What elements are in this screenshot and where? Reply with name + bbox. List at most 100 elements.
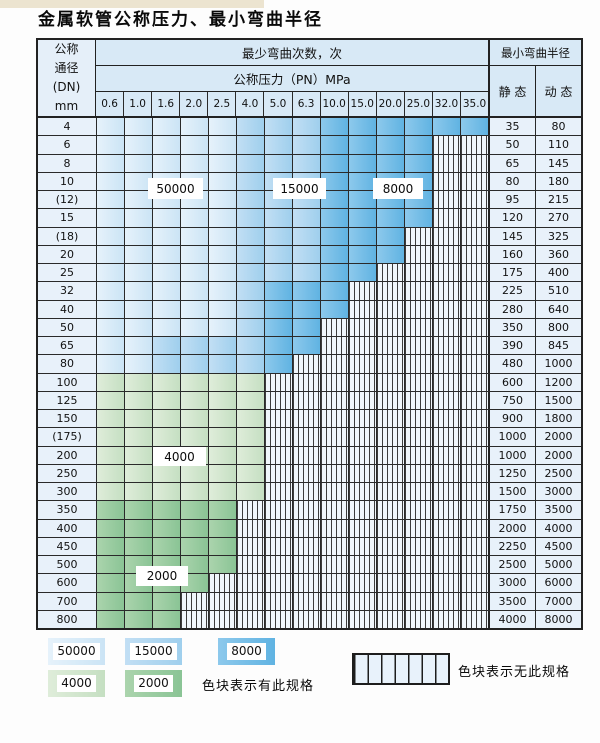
dn-cell: 250 xyxy=(38,464,96,482)
no-spec-hatch-cell xyxy=(292,610,320,628)
cycle-cell-15000 xyxy=(152,355,180,373)
cycle-cell-15000 xyxy=(292,264,320,282)
legend-swatch-label: 50000 xyxy=(53,643,100,660)
no-spec-hatch-cell xyxy=(404,373,432,391)
cycle-cell-50000 xyxy=(124,264,152,282)
dn-cell: 6 xyxy=(38,136,96,154)
dn-header-cell: 公称 通径 (DN) mm xyxy=(38,40,96,116)
static-radius-cell: 390 xyxy=(488,337,535,355)
dn-cell: 100 xyxy=(38,373,96,391)
no-spec-hatch-cell xyxy=(376,537,404,555)
no-spec-hatch-cell xyxy=(460,464,488,482)
static-radius-cell: 95 xyxy=(488,191,535,209)
table-row: 250 1250 2500 xyxy=(38,463,581,482)
cycle-cell-50000 xyxy=(152,264,180,282)
cycle-cell-4000 xyxy=(180,428,208,446)
no-spec-hatch-cell xyxy=(292,391,320,409)
cycle-cell-50000 xyxy=(152,136,180,154)
no-spec-hatch-cell xyxy=(404,501,432,519)
cycle-cell-8000 xyxy=(264,282,292,300)
cycle-cell-50000 xyxy=(124,191,152,209)
static-radius-cell: 1000 xyxy=(488,428,535,446)
no-spec-hatch-cell xyxy=(320,610,348,628)
cycle-cell-15000 xyxy=(180,355,208,373)
cycle-cell-15000 xyxy=(236,172,264,190)
dynamic-radius-cell: 845 xyxy=(535,337,581,355)
cycle-cell-50000 xyxy=(208,191,236,209)
static-radius-cell: 3500 xyxy=(488,592,535,610)
no-spec-hatch-cell xyxy=(460,483,488,501)
static-radius-cell: 4000 xyxy=(488,610,535,628)
no-spec-hatch-cell xyxy=(264,501,292,519)
table-row: 700 3500 7000 xyxy=(38,591,581,610)
cycle-cell-8000 xyxy=(376,245,404,263)
cycle-cell-8000 xyxy=(320,227,348,245)
dynamic-radius-cell: 1800 xyxy=(535,410,581,428)
table-row: 800 4000 8000 xyxy=(38,609,581,628)
no-spec-hatch-cell xyxy=(236,501,264,519)
dn-cell: (175) xyxy=(38,428,96,446)
no-spec-hatch-cell xyxy=(236,574,264,592)
region-label-2000: 2000 xyxy=(136,566,188,586)
dynamic-radius-cell: 145 xyxy=(535,154,581,172)
cycle-cell-15000 xyxy=(236,337,264,355)
legend-swatch-label: 8000 xyxy=(227,643,266,660)
cycle-cell-8000 xyxy=(292,300,320,318)
cycle-cell-15000 xyxy=(208,355,236,373)
cycle-cell-2000 xyxy=(180,537,208,555)
cycle-cell-4000 xyxy=(96,428,124,446)
static-radius-cell: 225 xyxy=(488,282,535,300)
no-spec-hatch-cell xyxy=(432,410,460,428)
cycle-cell-8000 xyxy=(404,136,432,154)
dn-cell: (18) xyxy=(38,227,96,245)
cycle-cell-50000 xyxy=(208,172,236,190)
cycle-cell-15000 xyxy=(264,264,292,282)
no-spec-hatch-cell xyxy=(292,537,320,555)
cycle-cell-50000 xyxy=(124,300,152,318)
cycle-cell-50000 xyxy=(208,154,236,172)
table-row: 150 900 1800 xyxy=(38,409,581,428)
cycle-cell-2000 xyxy=(208,537,236,555)
legend-swatch-label: 15000 xyxy=(130,643,177,660)
no-spec-hatch-cell xyxy=(292,574,320,592)
scan-artifact-strip xyxy=(0,0,264,8)
no-spec-hatch-cell xyxy=(460,373,488,391)
table-row: (175) 1000 2000 xyxy=(38,427,581,446)
no-spec-hatch-cell xyxy=(180,592,208,610)
cycle-cell-4000 xyxy=(96,410,124,428)
cycle-cell-50000 xyxy=(152,118,180,136)
no-spec-hatch-cell xyxy=(264,574,292,592)
no-spec-hatch-cell xyxy=(236,610,264,628)
cycle-cell-50000 xyxy=(208,264,236,282)
cycle-cell-15000 xyxy=(292,245,320,263)
no-spec-hatch-cell xyxy=(348,501,376,519)
cycle-cell-4000 xyxy=(236,410,264,428)
static-radius-cell: 1000 xyxy=(488,446,535,464)
no-spec-hatch-cell xyxy=(348,355,376,373)
pressure-value-header: 35.0 xyxy=(460,92,488,116)
no-spec-hatch-cell xyxy=(404,446,432,464)
dynamic-radius-cell: 5000 xyxy=(535,556,581,574)
cycle-cell-8000 xyxy=(320,282,348,300)
static-radius-cell: 35 xyxy=(488,118,535,136)
no-spec-hatch-cell xyxy=(292,556,320,574)
cycle-cell-50000 xyxy=(96,300,124,318)
cycle-cell-15000 xyxy=(236,355,264,373)
no-spec-hatch-cell xyxy=(320,574,348,592)
cycle-cell-4000 xyxy=(180,483,208,501)
no-spec-hatch-cell xyxy=(292,519,320,537)
dn-cell: 8 xyxy=(38,154,96,172)
no-spec-hatch-cell xyxy=(264,464,292,482)
no-spec-hatch-cell xyxy=(348,282,376,300)
no-spec-hatch-cell xyxy=(264,537,292,555)
no-spec-hatch-cell xyxy=(404,537,432,555)
dynamic-radius-cell: 2000 xyxy=(535,446,581,464)
cycle-cell-4000 xyxy=(180,373,208,391)
no-spec-hatch-cell xyxy=(348,464,376,482)
cycle-cell-4000 xyxy=(208,464,236,482)
dn-cell: 450 xyxy=(38,537,96,555)
no-spec-hatch-cell xyxy=(432,592,460,610)
table-row: 350 1750 3500 xyxy=(38,500,581,519)
cycle-cell-15000 xyxy=(292,136,320,154)
no-spec-hatch-cell xyxy=(432,373,460,391)
